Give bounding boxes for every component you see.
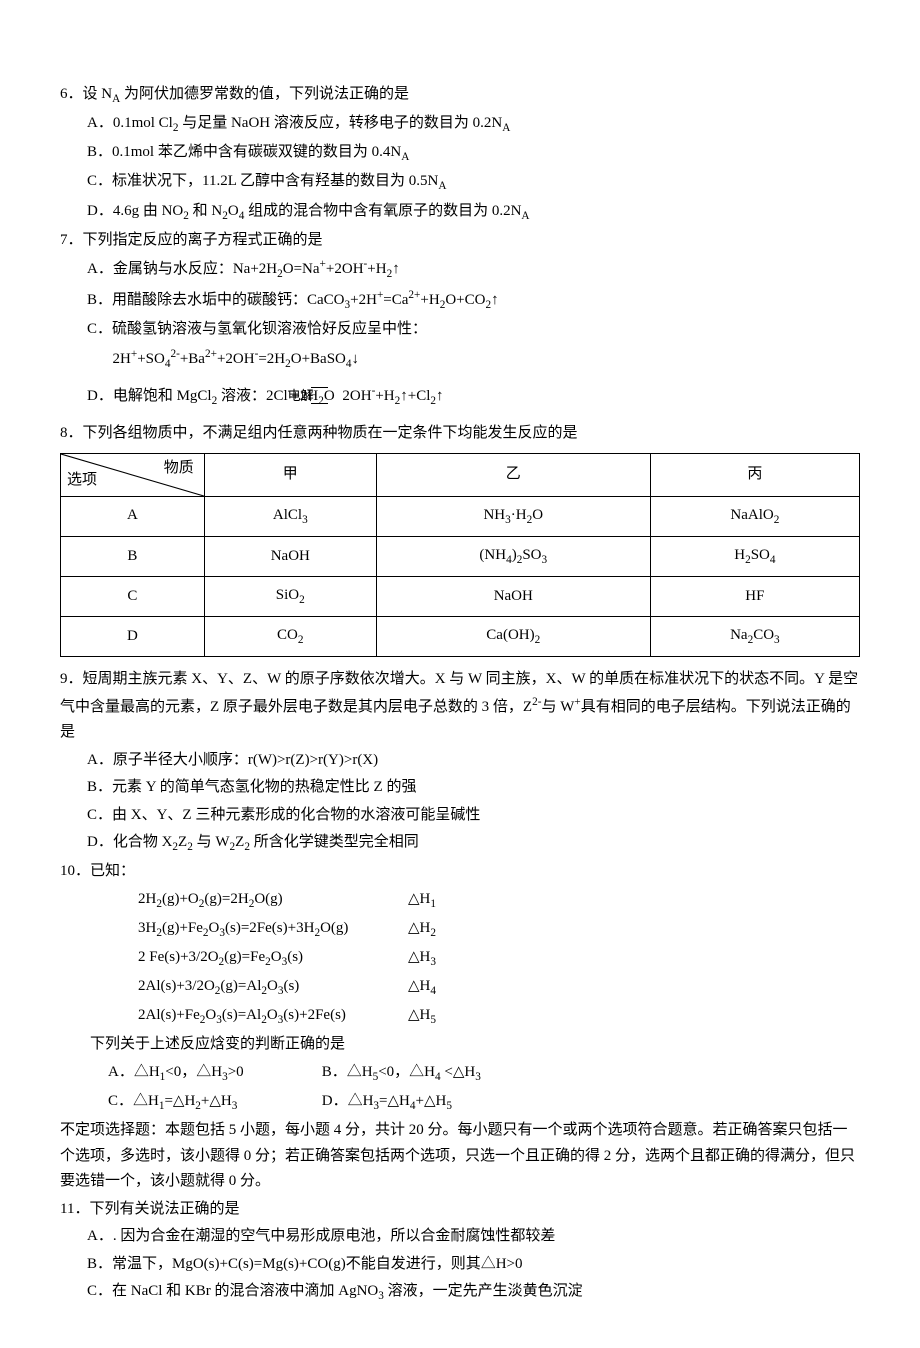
eq-lhs: 2 Fe(s)+3/2O2(g)=Fe2O3(s) — [138, 945, 408, 972]
cell: (NH4)2SO3 — [376, 536, 650, 576]
table-row: D CO2 Ca(OH)2 Na2CO3 — [61, 617, 860, 657]
cell: NaAlO2 — [650, 496, 859, 536]
cell-opt: B — [61, 536, 205, 576]
q8-stem: 8．下列各组物质中，不满足组内任意两种物质在一定条件下均能发生反应的是 — [60, 421, 860, 447]
q7-option-b: B．用醋酸除去水垢中的碳酸钙：CaCO3+2H+=Ca2++H2O+CO2↑ — [60, 286, 860, 315]
col-jia: 甲 — [204, 453, 376, 496]
section-instructions: 不定项选择题：本题包括 5 小题，每小题 4 分，共计 20 分。每小题只有一个… — [60, 1118, 860, 1195]
q10-options-row1: A．△H1<0，△H3>0 B．△H5<0，△H4 <△H3 — [60, 1060, 860, 1087]
cell: NH3·H2O — [376, 496, 650, 536]
eq-dh: △H5 — [408, 1007, 436, 1023]
q10-eq2: 3H2(g)+Fe2O3(s)=2Fe(s)+3H2O(g)△H2 — [60, 916, 860, 943]
cell: Ca(OH)2 — [376, 617, 650, 657]
q9-option-d: D．化合物 X2Z2 与 W2Z2 所含化学键类型完全相同 — [60, 830, 860, 857]
q11-option-a: A．. 因为合金在潮湿的空气中易形成原电池，所以合金耐腐蚀性都较差 — [60, 1224, 860, 1250]
eq-lhs: 2Al(s)+Fe2O3(s)=Al2O3(s)+2Fe(s) — [138, 1003, 408, 1030]
table-row: A AlCl3 NH3·H2O NaAlO2 — [61, 496, 860, 536]
q10-option-a: A．△H1<0，△H3>0 — [108, 1060, 318, 1087]
q11-option-c: C．在 NaCl 和 KBr 的混合溶液中滴加 AgNO3 溶液，一定先产生淡黄… — [60, 1279, 860, 1306]
diag-label-bot: 选项 — [67, 468, 97, 494]
q10-eq3: 2 Fe(s)+3/2O2(g)=Fe2O3(s)△H3 — [60, 945, 860, 972]
col-yi: 乙 — [376, 453, 650, 496]
q10-subprompt: 下列关于上述反应焓变的判断正确的是 — [60, 1032, 860, 1058]
q10-option-d: D．△H3=△H4+△H5 — [322, 1093, 452, 1109]
q7-stem: 7．下列指定反应的离子方程式正确的是 — [60, 228, 860, 254]
table-row: B NaOH (NH4)2SO3 H2SO4 — [61, 536, 860, 576]
q10-stem-text: 10．已知： — [60, 863, 135, 879]
cell: CO2 — [204, 617, 376, 657]
cell: NaOH — [204, 536, 376, 576]
q7-d-condition: 电解 — [311, 387, 328, 404]
q9-option-b: B．元素 Y 的简单气态氢化物的热稳定性比 Z 的强 — [60, 775, 860, 801]
q6-option-b: B．0.1mol 苯乙烯中含有碳碳双键的数目为 0.4NA — [60, 140, 860, 167]
q6-option-d: D．4.6g 由 NO2 和 N2O4 组成的混合物中含有氧原子的数目为 0.2… — [60, 199, 860, 226]
q6-stem: 6．设 NA 为阿伏加德罗常数的值，下列说法正确的是 — [60, 82, 860, 109]
q10-eq5: 2Al(s)+Fe2O3(s)=Al2O3(s)+2Fe(s)△H5 — [60, 1003, 860, 1030]
q8-table: 物质 选项 甲 乙 丙 A AlCl3 NH3·H2O NaAlO2 B NaO… — [60, 453, 860, 658]
cell-opt: C — [61, 576, 205, 616]
table-header-row: 物质 选项 甲 乙 丙 — [61, 453, 860, 496]
cell-opt: D — [61, 617, 205, 657]
q7-option-c-line1: C．硫酸氢钠溶液与氢氧化钡溶液恰好反应呈中性： — [60, 317, 860, 343]
eq-dh: △H2 — [408, 920, 436, 936]
eq-dh: △H1 — [408, 891, 436, 907]
q10-eq1: 2H2(g)+O2(g)=2H2O(g)△H1 — [60, 887, 860, 914]
q10-options-row2: C．△H1=△H2+△H3 D．△H3=△H4+△H5 — [60, 1089, 860, 1116]
q10-option-c: C．△H1=△H2+△H3 — [108, 1089, 318, 1116]
table-row: C SiO2 NaOH HF — [61, 576, 860, 616]
q11-option-b: B．常温下，MgO(s)+C(s)=Mg(s)+CO(g)不能自发进行，则其△H… — [60, 1252, 860, 1278]
cell: NaOH — [376, 576, 650, 616]
q10-stem: 10．已知： — [60, 859, 860, 885]
q9-option-a: A．原子半径大小顺序：r(W)>r(Z)>r(Y)>r(X) — [60, 748, 860, 774]
cell: AlCl3 — [204, 496, 376, 536]
q7-option-d: D．电解饱和 MgCl2 溶液：2Cl-+2H2O电解 2OH-+H2↑+Cl2… — [60, 382, 860, 411]
q10-option-b: B．△H5<0，△H4 <△H3 — [322, 1064, 481, 1080]
eq-dh: △H4 — [408, 978, 436, 994]
diag-label-top: 物质 — [164, 456, 194, 482]
cell: HF — [650, 576, 859, 616]
eq-dh: △H3 — [408, 949, 436, 965]
cell: Na2CO3 — [650, 617, 859, 657]
q10-eq4: 2Al(s)+3/2O2(g)=Al2O3(s)△H4 — [60, 974, 860, 1001]
q6-option-c: C．标准状况下，11.2L 乙醇中含有羟基的数目为 0.5NA — [60, 169, 860, 196]
q7-option-c-line2: 2H++SO42-+Ba2++2OH-=2H2O+BaSO4↓ — [60, 345, 860, 374]
col-bing: 丙 — [650, 453, 859, 496]
cell: H2SO4 — [650, 536, 859, 576]
q9-option-c: C．由 X、Y、Z 三种元素形成的化合物的水溶液可能呈碱性 — [60, 803, 860, 829]
q7-option-a: A．金属钠与水反应：Na+2H2O=Na++2OH-+H2↑ — [60, 255, 860, 284]
cell-opt: A — [61, 496, 205, 536]
eq-lhs: 3H2(g)+Fe2O3(s)=2Fe(s)+3H2O(g) — [138, 916, 408, 943]
table-header-diagonal: 物质 选项 — [61, 453, 205, 496]
q11-stem: 11．下列有关说法正确的是 — [60, 1197, 860, 1223]
q6-option-a: A．0.1mol Cl2 与足量 NaOH 溶液反应，转移电子的数目为 0.2N… — [60, 111, 860, 138]
eq-lhs: 2H2(g)+O2(g)=2H2O(g) — [138, 887, 408, 914]
eq-lhs: 2Al(s)+3/2O2(g)=Al2O3(s) — [138, 974, 408, 1001]
cell: SiO2 — [204, 576, 376, 616]
q7-d-post: 2OH-+H2↑+Cl2↑ — [339, 388, 444, 404]
q9-stem: 9．短周期主族元素 X、Y、Z、W 的原子序数依次增大。X 与 W 同主族，X、… — [60, 667, 860, 746]
